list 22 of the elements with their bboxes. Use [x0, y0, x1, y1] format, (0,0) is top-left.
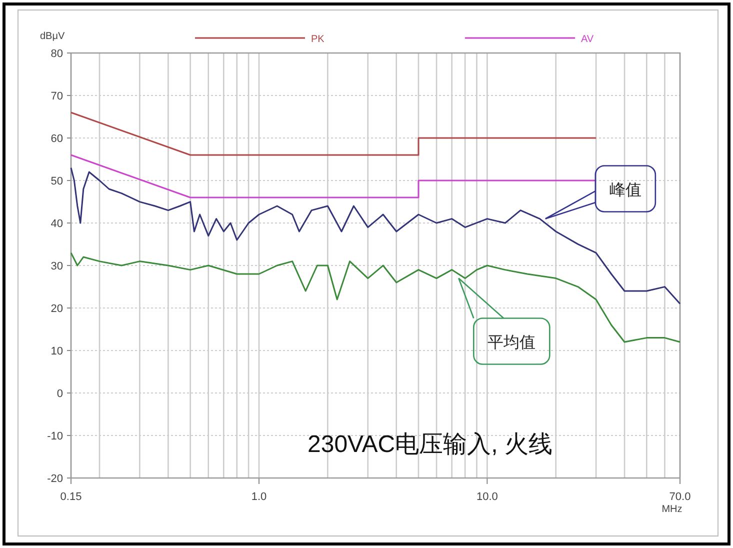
- x-tick-label: 0.15: [60, 491, 82, 503]
- annotation: 峰值: [609, 182, 642, 199]
- y-tick-label: 40: [50, 218, 63, 230]
- annotation: 平均值: [488, 334, 536, 352]
- y-tick-label: 50: [50, 176, 63, 188]
- y-axis-title: dBμV: [40, 31, 65, 42]
- y-tick-label: 70: [50, 90, 63, 102]
- y-tick-label: -10: [47, 430, 63, 442]
- text: AV: [581, 34, 594, 45]
- text: PK: [311, 34, 325, 45]
- annotation: 230VAC电压输入, 火线: [308, 431, 552, 458]
- x-axis-title: MHz: [662, 504, 682, 515]
- x-tick-label: 1.0: [251, 491, 267, 503]
- x-tick-label: 70.0: [669, 491, 691, 503]
- y-tick-label: -20: [47, 473, 63, 485]
- y-tick-label: 80: [50, 48, 63, 60]
- y-tick-label: 60: [50, 133, 63, 145]
- y-tick-label: 0: [56, 388, 63, 400]
- y-tick-label: 10: [50, 346, 63, 358]
- y-tick-label: 20: [50, 303, 63, 315]
- y-tick-label: 30: [50, 260, 63, 272]
- x-tick-label: 10.0: [476, 491, 498, 503]
